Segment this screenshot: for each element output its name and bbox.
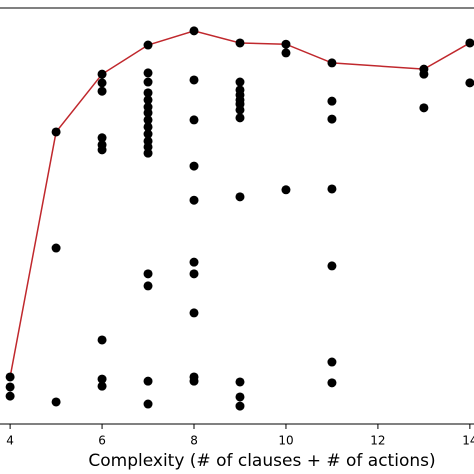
scatter-point <box>143 122 153 132</box>
envelope-line <box>9 30 471 378</box>
scatter-point <box>143 68 153 78</box>
scatter-point <box>97 381 107 391</box>
scatter-point <box>143 399 153 409</box>
x-tick-label: 4 <box>6 434 14 448</box>
scatter-point <box>327 378 337 388</box>
scatter-point <box>235 401 245 411</box>
scatter-point <box>235 77 245 87</box>
scatter-point <box>143 115 153 125</box>
scatter-point <box>97 145 107 155</box>
scatter-point <box>465 38 474 48</box>
scatter-point <box>189 308 199 318</box>
scatter-point <box>189 195 199 205</box>
scatter-point <box>281 185 291 195</box>
scatter-point <box>51 397 61 407</box>
scatter-point <box>327 184 337 194</box>
scatter-point <box>189 269 199 279</box>
scatter-point <box>5 372 15 382</box>
scatter-point <box>143 376 153 386</box>
scatter-point <box>235 105 245 115</box>
x-tick-label: 10 <box>278 434 293 448</box>
scatter-point <box>143 148 153 158</box>
scatter-point <box>143 108 153 118</box>
scatter-point <box>327 58 337 68</box>
scatter-point <box>419 103 429 113</box>
scatter-point <box>327 114 337 124</box>
scatter-point <box>327 261 337 271</box>
scatter-point <box>235 192 245 202</box>
scatter-point <box>327 96 337 106</box>
scatter-point <box>143 129 153 139</box>
x-tick-label: 12 <box>370 434 385 448</box>
scatter-point <box>327 357 337 367</box>
scatter-point <box>5 382 15 392</box>
scatter-point <box>97 133 107 143</box>
scatter-point <box>97 69 107 79</box>
scatter-point <box>97 86 107 96</box>
x-tick-label: 8 <box>190 434 198 448</box>
scatter-point <box>143 95 153 105</box>
scatter-point <box>419 69 429 79</box>
x-tick-label: 6 <box>98 434 106 448</box>
scatter-point <box>235 38 245 48</box>
scatter-point <box>189 26 199 36</box>
scatter-point <box>51 243 61 253</box>
scatter-point <box>281 48 291 58</box>
scatter-point <box>51 127 61 137</box>
x-tick-label: 14 <box>462 434 474 448</box>
scatter-point <box>189 257 199 267</box>
scatter-point <box>465 78 474 88</box>
scatter-point <box>97 374 107 384</box>
scatter-point <box>5 391 15 401</box>
scatter-point <box>143 88 153 98</box>
scatter-point <box>189 75 199 85</box>
scatter-point <box>143 77 153 87</box>
x-axis-label: Complexity (# of clauses + # of actions) <box>88 451 435 471</box>
scatter-point <box>281 39 291 49</box>
scatter-point <box>97 335 107 345</box>
scatter-point <box>143 281 153 291</box>
scatter-point <box>143 40 153 50</box>
scatter-point <box>189 376 199 386</box>
scatter-point <box>189 161 199 171</box>
scatter-point <box>235 113 245 123</box>
scatter-point <box>143 269 153 279</box>
scatter-point <box>189 115 199 125</box>
scatter-point <box>143 142 153 152</box>
scatter-point <box>235 377 245 387</box>
scatter-point <box>235 392 245 402</box>
scatter-point <box>97 78 107 88</box>
